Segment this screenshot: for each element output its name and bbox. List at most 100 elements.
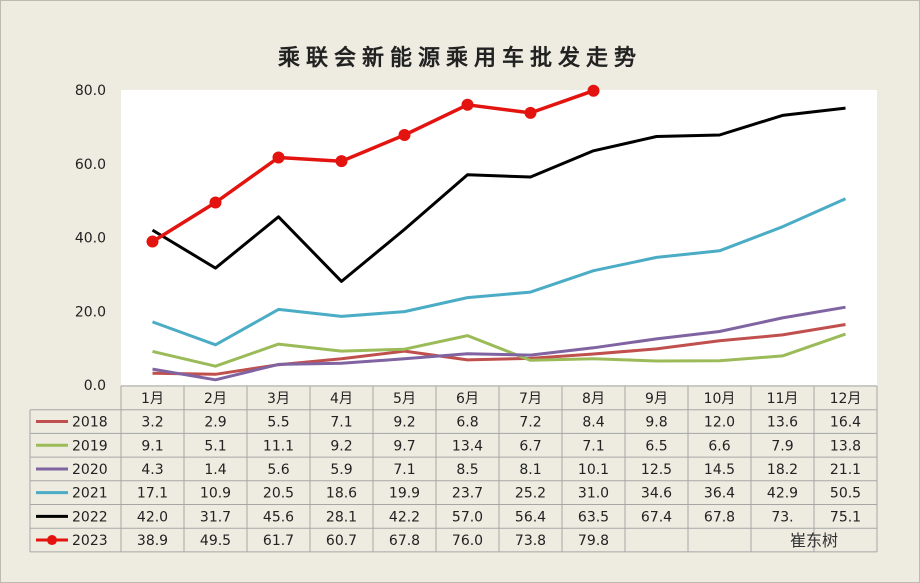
data-label: 10.9: [200, 486, 231, 502]
data-table: 1月 2月 3月 4月 5月 6月 7月 8月 9月 10月 11月 12月 2018 3.2 2.9 5.5…: [29, 385, 878, 553]
data-label: 5.6: [267, 462, 289, 478]
data-label: 42.0: [137, 509, 168, 525]
data-label: 7.1: [582, 438, 604, 454]
data-label: 9.7: [393, 438, 415, 454]
legend-label: 2021: [72, 486, 108, 502]
data-label: 20.5: [263, 486, 294, 502]
data-label: 3.2: [141, 415, 163, 431]
data-label: 50.5: [830, 486, 861, 502]
y-tick-label: 20.0: [75, 304, 106, 320]
data-label: 57.0: [452, 509, 483, 525]
data-label: 6.6: [708, 438, 730, 454]
data-label: 12.0: [704, 415, 735, 431]
data-label: 36.4: [704, 486, 735, 502]
data-label: 25.2: [515, 486, 546, 502]
x-tick-label: 6月: [456, 391, 479, 407]
y-axis: 0.0 20.0 40.0 60.0 80.0: [75, 83, 106, 394]
data-point-2023: [524, 106, 537, 119]
data-label: 21.1: [830, 462, 861, 478]
x-tick-label: 11月: [767, 391, 799, 407]
data-label: 5.9: [330, 462, 352, 478]
watermark-text: 崔东树: [790, 531, 839, 550]
x-tick-label: 12月: [830, 391, 862, 407]
data-label: 1.4: [204, 462, 226, 478]
data-label: 45.6: [263, 509, 294, 525]
series-line-2023: [151, 89, 595, 244]
data-label: 5.5: [267, 415, 289, 431]
data-label: 31.0: [578, 486, 609, 502]
data-label: 12.5: [641, 462, 672, 478]
plot-background: [121, 90, 877, 385]
data-label: 7.1: [393, 462, 415, 478]
data-label: 76.0: [452, 533, 483, 549]
data-label: 42.2: [389, 509, 420, 525]
legend-label: 2022: [72, 509, 108, 525]
data-point-2023: [209, 196, 222, 209]
chart-title: 乘联会新能源乘用车批发走势: [277, 46, 642, 71]
data-label: 79.8: [578, 533, 609, 549]
data-label: 18.2: [767, 462, 798, 478]
data-label: 67.8: [389, 533, 420, 549]
y-tick-label: 60.0: [75, 157, 106, 173]
data-label: 11.1: [263, 438, 294, 454]
data-label: 8.1: [519, 462, 541, 478]
data-point-2023: [398, 128, 411, 141]
data-label: 9.8: [645, 415, 667, 431]
data-label: 16.4: [830, 415, 861, 431]
data-label: 9.2: [393, 415, 415, 431]
series-line-2020: [152, 305, 846, 382]
legend-label: 2020: [72, 462, 108, 478]
legend-label: 2019: [72, 438, 108, 454]
data-label: 38.9: [137, 533, 168, 549]
data-label: 75.1: [830, 509, 861, 525]
data-label: 6.5: [645, 438, 667, 454]
data-label: 49.5: [200, 533, 231, 549]
data-label: 73.: [771, 509, 793, 525]
data-point-2023: [461, 98, 474, 111]
x-tick-label: 8月: [582, 391, 605, 407]
data-point-2023: [146, 235, 159, 248]
x-tick-label: 3月: [267, 391, 290, 407]
data-label: 9.2: [330, 438, 352, 454]
data-label: 5.1: [204, 438, 226, 454]
x-tick-label: 10月: [704, 391, 736, 407]
data-label: 7.9: [771, 438, 793, 454]
x-tick-label: 1月: [141, 391, 164, 407]
y-tick-label: 0.0: [84, 378, 106, 394]
data-label: 13.6: [767, 415, 798, 431]
data-label: 8.4: [582, 415, 604, 431]
legend-label: 2018: [72, 415, 108, 431]
series-lines: [146, 84, 847, 382]
data-label: 28.1: [326, 509, 357, 525]
data-label: 6.8: [456, 415, 478, 431]
x-tick-label: 4月: [330, 391, 353, 407]
x-tick-label: 2月: [204, 391, 227, 407]
data-label: 23.7: [452, 486, 483, 502]
series-line-2022: [151, 106, 846, 283]
data-label: 18.6: [326, 486, 357, 502]
data-label: 13.4: [452, 438, 483, 454]
data-label: 6.7: [519, 438, 541, 454]
data-point-2023: [335, 155, 348, 168]
data-label: 67.8: [704, 509, 735, 525]
data-label: 67.4: [641, 509, 672, 525]
data-point-2023: [272, 151, 285, 164]
data-label: 4.3: [141, 462, 163, 478]
legend-marker: [47, 535, 57, 546]
data-label: 7.2: [519, 415, 541, 431]
x-tick-label: 7月: [519, 391, 542, 407]
data-label: 63.5: [578, 509, 609, 525]
data-label: 61.7: [263, 533, 294, 549]
data-label: 19.9: [389, 486, 420, 502]
data-label: 10.1: [578, 462, 609, 478]
data-point-2023: [587, 84, 600, 97]
data-label: 42.9: [767, 486, 798, 502]
data-label: 7.1: [330, 415, 352, 431]
x-tick-label: 9月: [645, 391, 668, 407]
y-tick-label: 80.0: [75, 83, 106, 99]
data-label: 8.5: [456, 462, 478, 478]
legend-label: 2023: [72, 533, 108, 549]
x-tick-label: 5月: [393, 391, 416, 407]
y-tick-label: 40.0: [75, 231, 106, 247]
